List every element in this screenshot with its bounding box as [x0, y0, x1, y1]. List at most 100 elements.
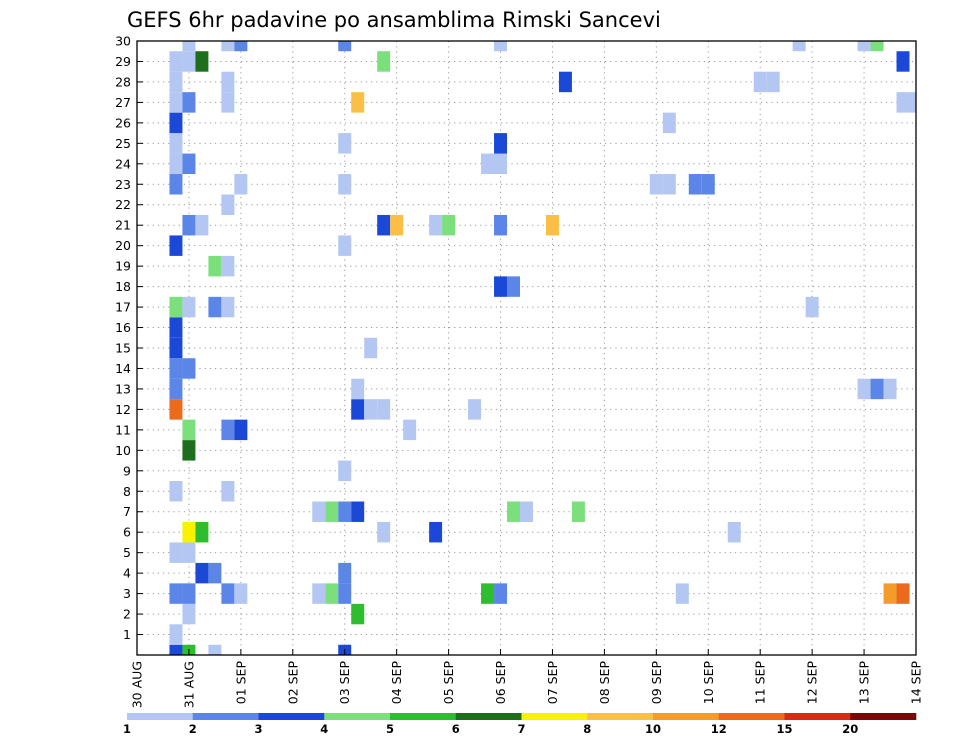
y-tick-label: 25 — [115, 136, 131, 151]
heatmap-cell — [442, 214, 456, 236]
heatmap-cell — [662, 112, 676, 134]
heatmap-cell — [481, 583, 495, 604]
heatmap-cell — [325, 501, 339, 522]
heatmap-cell — [182, 358, 196, 379]
heatmap-cell — [234, 41, 248, 52]
heatmap-cell — [351, 92, 365, 113]
heatmap-cell — [338, 41, 352, 52]
heatmap-cell — [169, 296, 183, 318]
heatmap-cell — [351, 603, 365, 625]
y-axis-ticks: 1234567891011121314151617181920212223242… — [115, 34, 143, 642]
heatmap-cell — [338, 583, 352, 604]
heatmap-cell — [169, 337, 183, 359]
heatmap-cell — [403, 419, 417, 441]
heatmap-cell — [195, 51, 209, 72]
heatmap-cell — [364, 337, 378, 359]
heatmap-cell — [429, 214, 443, 236]
colorbar-label: 3 — [254, 722, 262, 736]
colorbar-label: 1 — [123, 722, 131, 736]
x-tick-label: 06 SEP — [493, 661, 508, 705]
heatmap-cell — [169, 174, 183, 195]
heatmap-cell — [169, 583, 183, 604]
heatmap-cell — [169, 317, 183, 338]
heatmap-cell — [169, 51, 183, 72]
heatmap-cell — [390, 214, 404, 236]
heatmap-cell — [195, 214, 209, 236]
x-axis-ticks: 30 AUG 31 AUG 01 SEP 02 SEP 03 SEP 04 SEP 05 S… — [130, 649, 924, 708]
y-tick-label: 23 — [115, 177, 131, 192]
heatmap-cell — [870, 378, 884, 400]
colorbar: 1 2 3 4 5 6 7 8 10 12 15 20 — [123, 713, 917, 736]
heatmap-cell — [338, 562, 352, 584]
y-tick-label: 1 — [123, 627, 131, 642]
heatmap-cell — [558, 71, 572, 93]
heatmap-cell — [182, 542, 196, 563]
y-tick-label: 27 — [115, 95, 131, 110]
x-tick-label: 30 AUG — [130, 661, 145, 708]
heatmap-cell — [169, 92, 183, 113]
heatmap-cell — [870, 41, 884, 52]
heatmap-cell — [312, 583, 326, 604]
heatmap-cell — [494, 276, 508, 297]
colorbar-segment — [192, 713, 259, 720]
colorbar-segment — [390, 713, 457, 720]
heatmap-cell — [649, 174, 663, 195]
heatmap-cell — [182, 51, 196, 72]
heatmap-cell — [338, 235, 352, 256]
x-tick-label: 31 AUG — [181, 661, 196, 708]
heatmap-cell — [234, 583, 248, 604]
heatmap-cell — [208, 296, 222, 318]
x-tick-label: 13 SEP — [857, 661, 872, 705]
heatmap-cell — [234, 174, 248, 195]
y-tick-label: 7 — [123, 504, 131, 519]
colorbar-label: 15 — [776, 722, 792, 736]
heatmap-cell — [766, 71, 780, 93]
heatmap-cell — [221, 583, 235, 604]
heatmap-cell — [338, 501, 352, 522]
heatmap-cell — [351, 501, 365, 522]
heatmap-cell — [494, 214, 508, 236]
y-tick-label: 13 — [115, 381, 131, 396]
heatmap-cell — [909, 92, 916, 113]
heatmap-cell — [195, 562, 209, 584]
heatmap-cell — [182, 603, 196, 625]
x-tick-label: 01 SEP — [233, 661, 248, 705]
colorbar-segment — [258, 713, 325, 720]
heatmap-cell — [753, 71, 767, 93]
heatmap-cell — [377, 51, 391, 72]
x-tick-label: 05 SEP — [441, 661, 456, 705]
colorbar-label: 7 — [517, 722, 525, 736]
colorbar-label: 6 — [452, 722, 460, 736]
grid-lines — [137, 41, 916, 655]
colorbar-label: 5 — [386, 722, 394, 736]
heatmap-cell — [195, 521, 209, 543]
heatmap-cell — [169, 378, 183, 400]
heatmap-cell — [805, 296, 819, 318]
y-tick-label: 26 — [115, 115, 131, 130]
x-tick-label: 02 SEP — [285, 661, 300, 705]
heatmap-cell — [545, 214, 559, 236]
y-tick-label: 22 — [115, 197, 131, 212]
y-tick-label: 3 — [123, 586, 131, 601]
heatmap-cell — [169, 399, 183, 420]
heatmap-cell — [857, 378, 871, 400]
y-tick-label: 9 — [123, 463, 131, 478]
y-tick-label: 2 — [123, 607, 131, 622]
y-tick-label: 11 — [115, 422, 131, 437]
x-tick-label: 04 SEP — [389, 661, 404, 705]
y-tick-label: 16 — [115, 320, 131, 335]
heatmap-cell — [896, 92, 910, 113]
heatmap-cell — [221, 419, 235, 441]
heatmap-cell — [169, 153, 183, 175]
colorbar-label: 8 — [583, 722, 591, 736]
heatmap-cell — [208, 562, 222, 584]
heatmap-cell — [494, 133, 508, 154]
colorbar-segment — [653, 713, 720, 720]
heatmap-cell — [429, 521, 443, 543]
heatmap-cell — [364, 399, 378, 420]
heatmap-cell — [688, 174, 702, 195]
heatmap-cell — [701, 174, 715, 195]
y-tick-label: 12 — [115, 402, 131, 417]
heatmap-cell — [792, 41, 806, 52]
